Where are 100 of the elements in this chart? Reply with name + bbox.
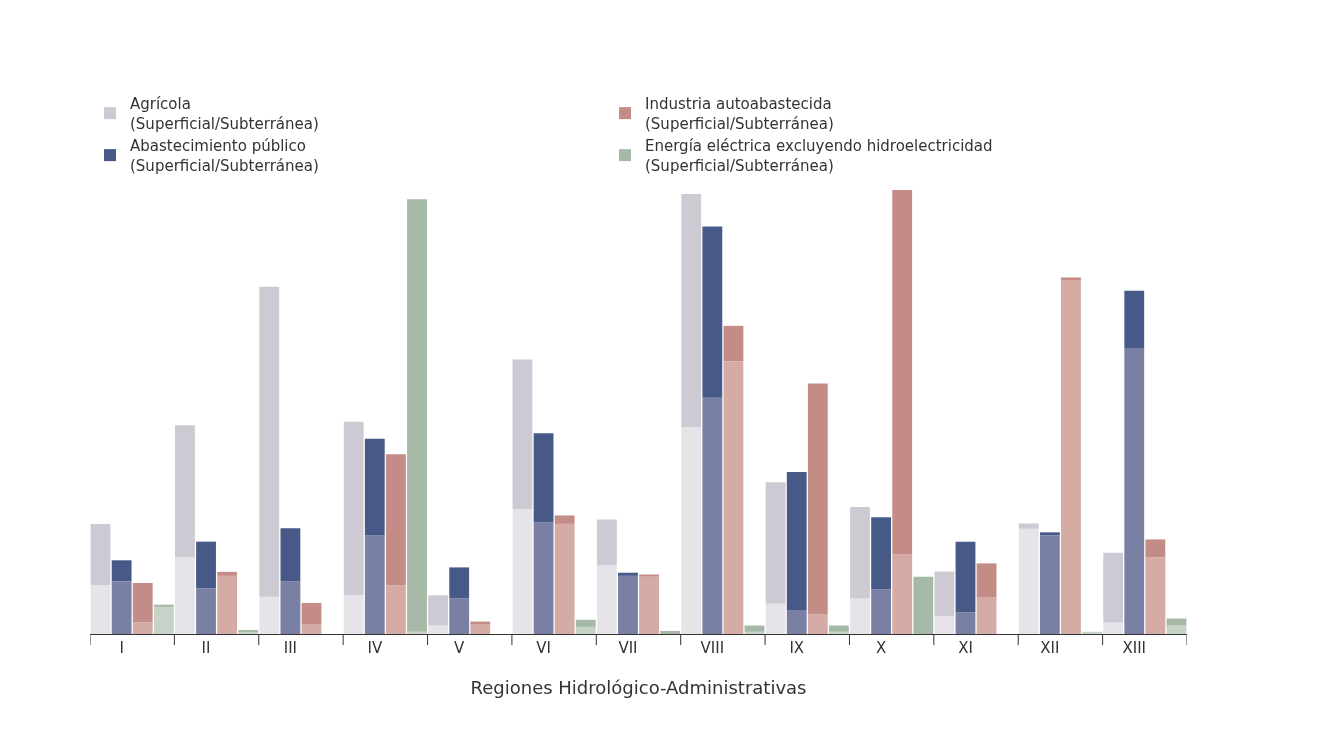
bar <box>175 425 195 558</box>
bar <box>175 557 195 634</box>
bar <box>786 471 807 611</box>
bar <box>132 582 153 623</box>
bar <box>765 482 786 604</box>
bar <box>1166 625 1187 634</box>
bar <box>1166 618 1187 626</box>
x-tick-label: VII <box>618 639 638 657</box>
bar <box>723 361 744 634</box>
bar <box>1039 535 1060 634</box>
bar <box>1061 280 1081 634</box>
bar <box>618 575 638 634</box>
legend-label: Industria autoabastecida (Superficial/Subterránea) <box>645 95 834 133</box>
bar <box>533 433 554 523</box>
bar <box>955 541 976 613</box>
x-tick-label: XII <box>1040 639 1060 657</box>
bar <box>90 585 111 634</box>
bar <box>892 554 913 634</box>
bar <box>470 624 491 634</box>
x-tick-label: IV <box>367 639 383 657</box>
bar <box>512 509 533 634</box>
bar <box>259 286 280 597</box>
x-axis-title: Regiones Hidrológico-Administrativas <box>470 677 807 699</box>
x-tick-label: V <box>454 639 466 657</box>
bar <box>1145 539 1166 558</box>
x-tick-label: VI <box>536 639 551 657</box>
legend-label: Energía eléctrica excluyendo hidroelectricidad (Superficial/Subterránea) <box>645 137 993 175</box>
bar <box>1124 348 1145 634</box>
bar <box>1124 290 1145 349</box>
bar <box>976 563 997 598</box>
bar <box>343 595 364 634</box>
x-tick-label: II <box>201 639 211 657</box>
bar <box>575 619 596 627</box>
bar <box>829 625 849 632</box>
bar <box>1018 523 1039 529</box>
bar <box>723 325 744 362</box>
bar <box>196 588 216 634</box>
bar <box>449 598 470 634</box>
bar <box>301 624 322 634</box>
bar <box>280 581 301 634</box>
bar <box>871 589 892 634</box>
bar <box>554 515 575 524</box>
bar <box>892 190 913 555</box>
bar <box>871 517 892 590</box>
bar <box>217 571 238 576</box>
bar <box>913 576 934 634</box>
bar <box>765 603 786 634</box>
bar <box>744 625 765 632</box>
bar <box>934 571 955 617</box>
bar <box>1145 557 1166 634</box>
bar <box>596 519 617 566</box>
bar <box>681 194 702 428</box>
legend-label: Agrícola (Superficial/Subterránea) <box>130 95 319 133</box>
bar <box>407 631 427 634</box>
bar <box>217 575 238 634</box>
bar <box>385 585 406 634</box>
bar <box>533 522 554 634</box>
bar <box>554 523 575 634</box>
bar <box>385 454 406 586</box>
x-tick-label: I <box>119 639 124 657</box>
bar <box>449 567 470 599</box>
bar <box>428 625 448 634</box>
bar <box>786 610 807 634</box>
bar <box>364 438 385 536</box>
bar <box>575 626 596 634</box>
bar <box>639 574 659 577</box>
bar <box>280 528 301 582</box>
bar <box>512 359 533 510</box>
bar <box>470 621 491 625</box>
bar <box>1103 552 1124 623</box>
bar <box>196 541 216 589</box>
bar <box>153 604 174 607</box>
bar <box>1082 631 1102 634</box>
bar <box>1039 532 1060 536</box>
bar <box>934 616 955 634</box>
x-tick-label: IX <box>789 639 805 657</box>
x-tick-label: XI <box>958 639 973 657</box>
bar <box>364 535 385 634</box>
bar <box>343 421 364 596</box>
bar <box>111 581 132 634</box>
bar <box>702 397 723 634</box>
bar <box>153 606 174 634</box>
x-tick-label: XIII <box>1122 639 1147 657</box>
bar <box>850 598 870 634</box>
bar <box>660 630 681 634</box>
bar <box>111 560 132 582</box>
bar <box>407 199 427 632</box>
bar <box>976 597 997 634</box>
bar <box>702 226 723 398</box>
bar <box>1061 277 1081 281</box>
bar <box>955 612 976 634</box>
bar <box>1103 622 1124 634</box>
bar <box>829 631 849 634</box>
bar <box>132 622 153 634</box>
bar <box>681 427 702 634</box>
x-tick-label: III <box>283 639 298 657</box>
x-tick-label: X <box>875 639 887 657</box>
bar <box>807 614 828 634</box>
bar <box>850 507 870 599</box>
bar <box>90 523 111 586</box>
